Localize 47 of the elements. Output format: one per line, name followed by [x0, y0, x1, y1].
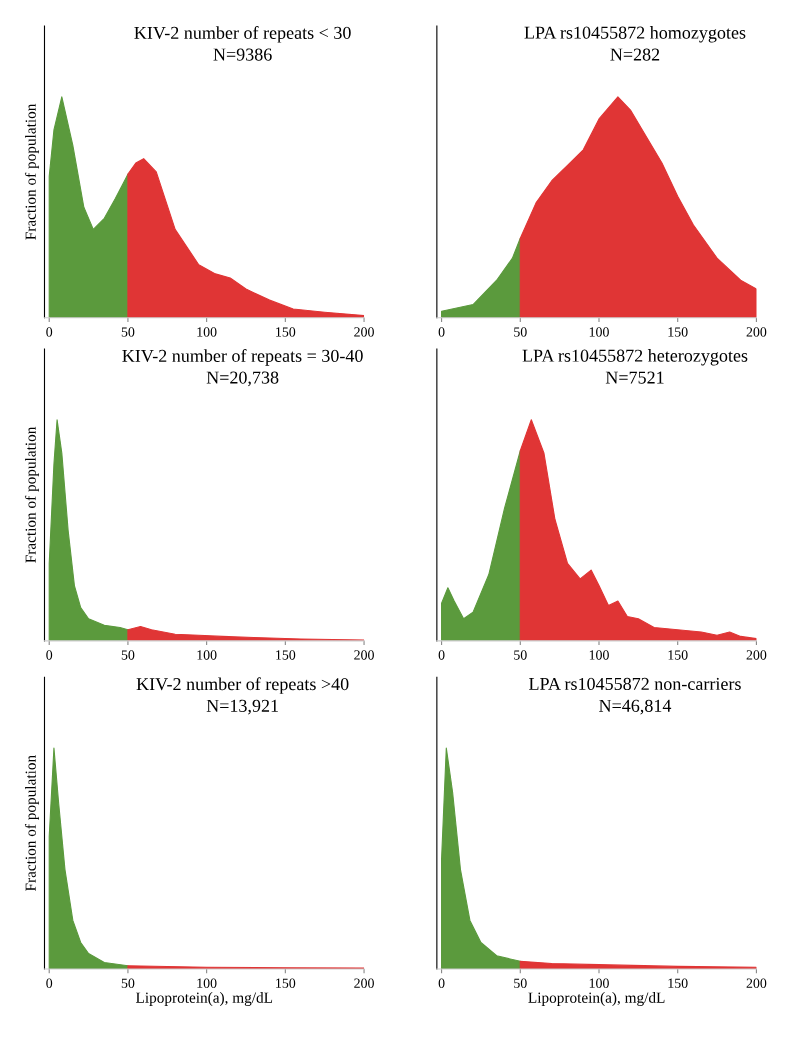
- x-tick-label: 150: [668, 978, 688, 988]
- x-tick-label: 150: [276, 327, 296, 337]
- x-tick-label: 100: [589, 978, 609, 988]
- x-axis-title: Lipoprotein(a), mg/dL: [528, 992, 665, 1006]
- x-tick-label: 50: [514, 650, 527, 660]
- x-tick-label: 200: [354, 327, 374, 337]
- x-tick-label: 100: [197, 978, 217, 988]
- x-tick-label: 200: [746, 327, 767, 337]
- x-tick-label: 0: [46, 978, 53, 988]
- text: N=282: [610, 48, 660, 61]
- x-tick-label: 150: [276, 650, 296, 660]
- x-tick-label: 200: [354, 978, 374, 988]
- y-axis-title: Fraction of population: [24, 103, 39, 240]
- text: KIV-2 number of repeats < 30: [134, 26, 351, 43]
- x-tick-label: 0: [46, 327, 53, 337]
- x-tick-label: 200: [354, 650, 374, 660]
- text: N=20,738: [206, 371, 279, 387]
- x-tick-label: 200: [746, 650, 767, 660]
- x-tick-label: 150: [668, 327, 688, 337]
- text: N=13,921: [206, 699, 278, 715]
- x-tick-label: 50: [514, 978, 527, 988]
- x-tick-label: 50: [121, 650, 135, 660]
- x-tick-label: 200: [746, 978, 767, 988]
- y-axis-title: Fraction of population: [24, 426, 39, 563]
- x-tick-label: 150: [276, 978, 296, 988]
- x-tick-label: 0: [438, 650, 445, 660]
- x-tick-label: 0: [438, 327, 445, 337]
- x-tick-label: 50: [121, 978, 135, 988]
- text: KIV-2 number of repeats = 30-40: [122, 349, 363, 366]
- x-tick-label: 100: [589, 327, 609, 337]
- text: LPA rs10455872 homozygotes: [524, 26, 746, 43]
- text: N=7521: [605, 371, 664, 384]
- x-tick-label: 100: [589, 650, 609, 660]
- text: LPA rs10455872 heterozygotes: [522, 349, 748, 366]
- x-tick-label: 150: [668, 650, 688, 660]
- text: LPA rs10455872 non-carriers: [529, 677, 741, 691]
- text: N=9386: [213, 48, 272, 61]
- x-tick-label: 50: [121, 327, 135, 337]
- x-tick-label: 0: [438, 978, 445, 988]
- x-tick-label: 100: [197, 327, 217, 337]
- text: N=46,814: [599, 699, 672, 715]
- x-tick-label: 0: [46, 650, 53, 660]
- y-axis-title: Fraction of population: [24, 755, 39, 892]
- x-tick-label: 100: [197, 650, 217, 660]
- x-tick-label: 50: [514, 327, 527, 337]
- text: KIV-2 number of repeats >40: [136, 677, 349, 694]
- x-axis-title: Lipoprotein(a), mg/dL: [135, 992, 273, 1006]
